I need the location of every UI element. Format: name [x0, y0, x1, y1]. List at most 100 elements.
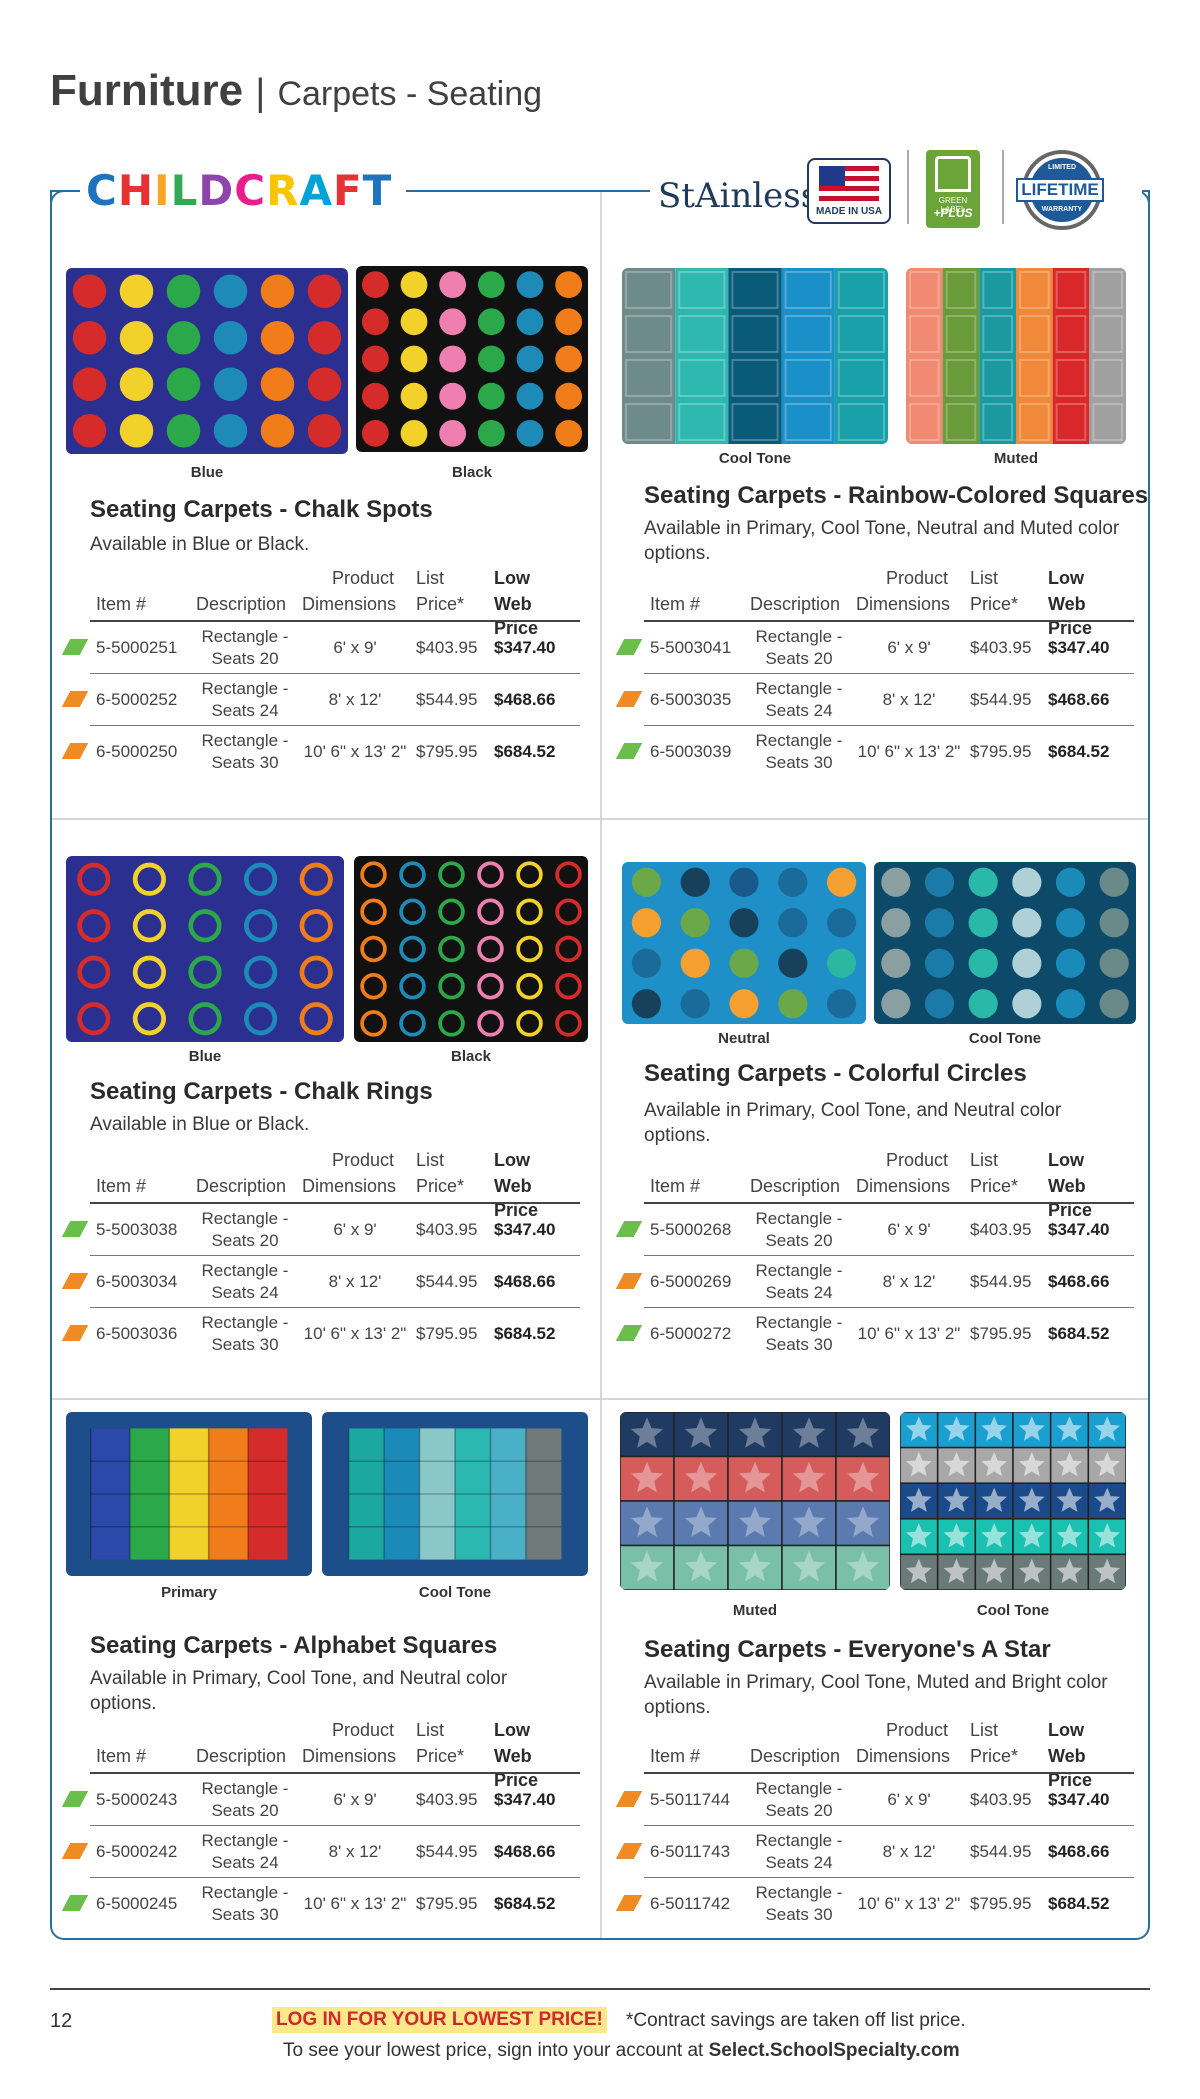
col-header-list-bottom: Price*	[970, 1746, 1019, 1766]
item-dimensions: 6' x 9'	[887, 1220, 931, 1239]
item-description: Rectangle - Seats 20	[755, 1779, 843, 1820]
col-header-list-bottom: Price*	[416, 594, 465, 614]
item-dimensions: 6' x 9'	[333, 1790, 377, 1809]
item-description: Rectangle - Seats 30	[755, 1313, 843, 1354]
item-number[interactable]: 5-5000251	[96, 638, 178, 657]
col-header-list-top: List	[416, 1720, 445, 1740]
column-divider	[600, 192, 602, 1938]
item-description: Rectangle - Seats 30	[201, 1883, 289, 1924]
web-price: $468.66	[494, 1272, 556, 1291]
product-description: Available in Primary, Cool Tone, and Neu…	[644, 1100, 1062, 1146]
list-price: $544.95	[416, 1272, 478, 1291]
item-description: Rectangle - Seats 24	[755, 679, 843, 720]
item-number[interactable]: 6-5003034	[96, 1272, 178, 1291]
col-header-dims-bottom: Dimensions	[302, 1176, 397, 1196]
row-rule	[90, 1877, 580, 1878]
table-row: 6-5000242 Rectangle - Seats 24 8' x 12' $544…	[61, 1826, 580, 1878]
carpet-photo	[356, 266, 588, 452]
item-number[interactable]: 6-5000242	[96, 1842, 178, 1861]
product-title: Seating Carpets - Chalk Rings	[90, 1078, 433, 1105]
list-price: $403.95	[970, 1790, 1032, 1809]
col-header-dims-bottom: Dimensions	[856, 1746, 951, 1766]
carpet-photo	[900, 1412, 1126, 1590]
col-header-dims-top: Product	[885, 568, 949, 588]
web-price: $684.52	[1048, 1324, 1110, 1343]
item-dimensions: 10' 6" x 13' 2"	[857, 1894, 961, 1913]
table-row: 6-5000245 Rectangle - Seats 30 10' 6" x 13'…	[61, 1878, 580, 1930]
item-number[interactable]: 5-5000268	[650, 1220, 732, 1239]
carpet-photo	[354, 856, 588, 1042]
web-price: $347.40	[494, 638, 556, 657]
col-header-item: Item #	[650, 1746, 701, 1766]
color-caption: Black	[450, 1048, 492, 1065]
header-rule	[644, 1772, 1134, 1774]
item-number[interactable]: 6-5000252	[96, 690, 178, 709]
list-price: $795.95	[416, 742, 478, 761]
row-divider	[52, 818, 1148, 820]
item-number[interactable]: 6-5000272	[650, 1324, 732, 1343]
product-title: Seating Carpets - Alphabet Squares	[90, 1632, 498, 1659]
col-header-web-top: Low	[1048, 568, 1084, 588]
item-number[interactable]: 6-5000269	[650, 1272, 732, 1291]
color-caption: Primary	[161, 1584, 217, 1601]
item-dimensions: 8' x 12'	[328, 1842, 382, 1861]
item-number[interactable]: 5-5000243	[96, 1790, 178, 1809]
login-cta[interactable]: LOG IN FOR YOUR LOWEST PRICE!	[272, 2007, 607, 2033]
childcraft-logo: CHILDCRAFT	[80, 166, 407, 215]
item-description: Rectangle - Seats 24	[755, 1831, 843, 1872]
carpet-photo	[622, 268, 888, 444]
web-price: $684.52	[494, 742, 556, 761]
item-number[interactable]: 6-5011743	[650, 1842, 731, 1861]
col-header-item: Item #	[96, 594, 147, 614]
col-header-dims-top: Product	[331, 568, 395, 588]
col-header-item: Item #	[96, 1746, 147, 1766]
website-link[interactable]: Select.SchoolSpecialty.com	[708, 2040, 960, 2061]
item-number[interactable]: 6-5003039	[650, 742, 732, 761]
item-number[interactable]: 5-5011744	[650, 1790, 731, 1809]
col-header-list-bottom: Price*	[416, 1176, 465, 1196]
header-rule	[644, 1202, 1134, 1204]
web-price: $684.52	[1048, 742, 1110, 761]
product-description: Available in Primary, Cool Tone, Neutral…	[644, 518, 1120, 564]
item-number[interactable]: 6-5011742	[650, 1894, 731, 1913]
list-price: $403.95	[416, 1790, 478, 1809]
web-price: $347.40	[1048, 1790, 1110, 1809]
color-caption: Blue	[190, 464, 224, 481]
item-number[interactable]: 6-5003035	[650, 690, 732, 709]
list-price: $403.95	[416, 638, 478, 657]
table-row: 6-5011743 Rectangle - Seats 24 8' x 12' $544…	[615, 1826, 1134, 1878]
col-header-web-top: Low	[494, 568, 530, 588]
item-description: Rectangle - Seats 20	[201, 627, 289, 668]
col-header-dims-bottom: Dimensions	[302, 1746, 397, 1766]
col-header-dims-bottom: Dimensions	[856, 594, 951, 614]
item-number[interactable]: 6-5000250	[96, 742, 178, 761]
row-rule	[90, 673, 580, 674]
col-header-list-top: List	[416, 1150, 445, 1170]
divider	[907, 150, 909, 224]
list-price: $403.95	[416, 1220, 478, 1239]
web-price: $468.66	[1048, 1272, 1110, 1291]
subcategory-title: Carpets - Seating	[277, 75, 543, 113]
row-rule	[644, 1307, 1134, 1308]
table-row: 5-5003038 Rectangle - Seats 20 6' x 9' $403.…	[61, 1204, 580, 1256]
item-number[interactable]: 6-5000245	[96, 1894, 178, 1913]
item-description: Rectangle - Seats 24	[755, 1261, 843, 1302]
item-dimensions: 10' 6" x 13' 2"	[303, 742, 407, 761]
item-number[interactable]: 5-5003038	[96, 1220, 178, 1239]
table-row: 6-5000272 Rectangle - Seats 30 10' 6" x 13'…	[615, 1308, 1134, 1360]
list-price: $403.95	[970, 638, 1032, 657]
col-header-list-top: List	[970, 568, 999, 588]
color-caption: Cool Tone	[968, 1030, 1042, 1047]
table-row: 5-5000268 Rectangle - Seats 20 6' x 9' $403.…	[615, 1204, 1134, 1256]
item-number[interactable]: 5-5003041	[650, 638, 732, 657]
list-price: $795.95	[970, 1324, 1032, 1343]
item-description: Rectangle - Seats 30	[755, 1883, 843, 1924]
color-caption: Neutral	[718, 1030, 770, 1047]
item-description: Rectangle - Seats 20	[201, 1209, 289, 1250]
web-price: $347.40	[1048, 638, 1110, 657]
row-divider	[52, 1398, 1148, 1400]
col-header-list-bottom: Price*	[970, 1176, 1019, 1196]
product-title: Seating Carpets - Everyone's A Star	[644, 1636, 1051, 1663]
item-number[interactable]: 6-5003036	[96, 1324, 178, 1343]
web-price: $684.52	[1048, 1894, 1110, 1913]
